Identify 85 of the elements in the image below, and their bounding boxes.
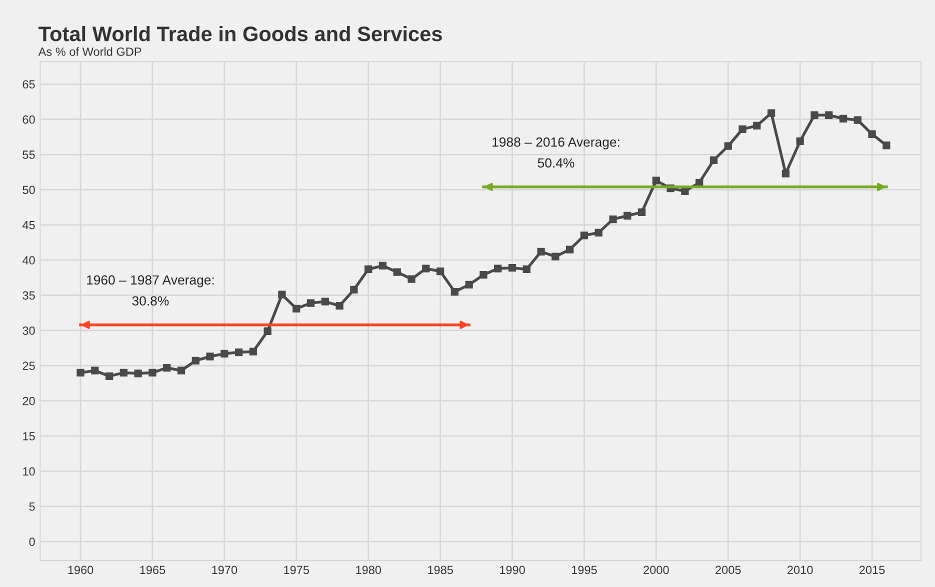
y-tick-label: 35 bbox=[22, 291, 35, 300]
point bbox=[638, 208, 646, 216]
y-tick-label: 45 bbox=[22, 221, 35, 230]
point bbox=[839, 114, 848, 122]
point bbox=[321, 298, 329, 306]
point bbox=[782, 170, 790, 178]
point bbox=[120, 368, 128, 377]
point bbox=[393, 268, 401, 276]
y-tick-label: 30 bbox=[22, 326, 35, 335]
point bbox=[494, 264, 502, 272]
point bbox=[868, 130, 876, 138]
y-tick-label: 50 bbox=[22, 186, 35, 194]
point bbox=[566, 246, 574, 254]
y-tick-label: 5 bbox=[29, 502, 35, 511]
point bbox=[767, 109, 776, 117]
y-tick-label: 25 bbox=[22, 362, 35, 370]
point bbox=[278, 290, 286, 298]
y-tick-label: 60 bbox=[22, 115, 35, 124]
annotation: 1960 – 1987 Average: 30.8% bbox=[87, 275, 214, 306]
point bbox=[796, 137, 804, 145]
y-tick-label: 55 bbox=[22, 150, 35, 159]
y-tick-label: 15 bbox=[23, 432, 35, 440]
y-tick-label: 65 bbox=[22, 80, 35, 89]
chart-subtitle: As % of World GDP bbox=[38, 47, 142, 56]
point bbox=[508, 264, 516, 272]
x-tick-label: 2010 bbox=[788, 566, 813, 574]
point bbox=[594, 228, 602, 236]
point bbox=[264, 327, 272, 335]
point bbox=[134, 370, 142, 378]
y-tick-label: 0 bbox=[29, 538, 35, 546]
x-tick-label: 1980 bbox=[356, 566, 382, 574]
point bbox=[537, 248, 545, 256]
point bbox=[436, 268, 444, 276]
point bbox=[652, 176, 660, 184]
annotation: 1988 – 2016 Average: 50.4% bbox=[492, 137, 620, 168]
point bbox=[522, 265, 530, 274]
point bbox=[422, 264, 430, 272]
y-tick-label: 10 bbox=[23, 467, 35, 476]
x-tick-label: 1970 bbox=[212, 566, 238, 574]
x-tick-label: 1960 bbox=[68, 566, 94, 574]
x-tick-label: 1975 bbox=[284, 566, 310, 574]
x-tick-label: 2005 bbox=[716, 566, 741, 574]
point bbox=[710, 156, 718, 164]
point bbox=[408, 275, 416, 283]
point bbox=[753, 122, 761, 130]
point bbox=[206, 352, 214, 360]
point bbox=[724, 142, 732, 150]
point bbox=[336, 302, 344, 310]
point bbox=[91, 366, 99, 374]
point bbox=[76, 368, 84, 377]
point bbox=[810, 111, 818, 119]
point bbox=[364, 265, 372, 274]
point bbox=[580, 232, 588, 240]
point bbox=[465, 280, 473, 289]
point bbox=[882, 142, 890, 150]
point bbox=[234, 348, 243, 356]
x-tick-label: 1995 bbox=[572, 566, 597, 574]
point bbox=[450, 288, 459, 296]
point bbox=[163, 364, 171, 372]
point bbox=[306, 299, 315, 307]
x-tick-label: 1965 bbox=[140, 566, 166, 574]
point bbox=[738, 125, 746, 134]
point bbox=[148, 368, 156, 377]
point bbox=[350, 286, 358, 294]
point bbox=[854, 116, 862, 124]
point bbox=[220, 350, 228, 358]
x-tick-label: 1990 bbox=[500, 566, 525, 574]
point bbox=[378, 262, 387, 270]
point bbox=[609, 215, 617, 224]
point bbox=[105, 372, 114, 380]
point bbox=[192, 356, 200, 365]
point bbox=[177, 366, 186, 374]
y-tick-label: 20 bbox=[22, 396, 35, 406]
point bbox=[292, 304, 300, 312]
point bbox=[681, 187, 689, 195]
point bbox=[825, 111, 833, 119]
point bbox=[552, 252, 560, 260]
chart-title: Total World Trade in Goods and Services bbox=[38, 26, 442, 42]
point bbox=[249, 348, 258, 356]
point bbox=[624, 212, 632, 220]
x-tick-label: 1985 bbox=[428, 566, 453, 574]
y-tick-label: 40 bbox=[22, 256, 35, 264]
point bbox=[480, 271, 488, 279]
x-tick-label: 2015 bbox=[860, 566, 885, 574]
x-tick-label: 2000 bbox=[644, 566, 669, 574]
